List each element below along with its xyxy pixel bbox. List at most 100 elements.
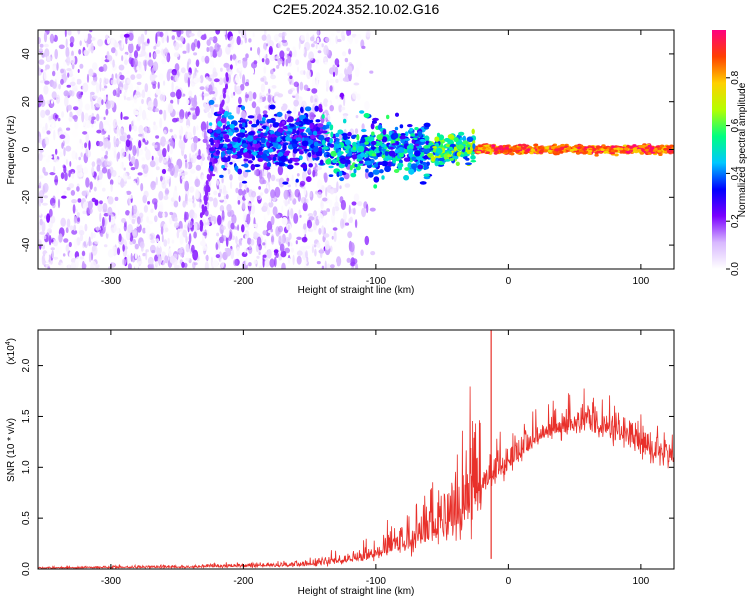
spectrogram-cell	[289, 75, 293, 80]
spectrogram-cell	[46, 55, 52, 62]
spectrogram-cell	[277, 165, 284, 176]
spectrogram-cell	[123, 92, 128, 97]
spectrogram-cell	[334, 58, 340, 66]
spectrogram-cell	[89, 181, 93, 190]
spectrogram-cell	[277, 41, 282, 49]
x-tick-label: 0	[506, 576, 512, 587]
spectrogram-cell	[305, 32, 310, 43]
spectrogram-cell	[163, 195, 169, 201]
spectrogram-cell	[179, 43, 183, 48]
spectrogram-cell	[181, 175, 187, 181]
spectrogram-cell	[55, 114, 59, 119]
spectrogram-cell	[384, 151, 389, 156]
spectrogram-cell	[142, 252, 146, 257]
spectrogram-cell	[268, 156, 272, 161]
spectrogram-cell	[351, 265, 355, 269]
spectrogram-cell	[211, 97, 217, 101]
spectrogram-cell	[69, 161, 72, 167]
spectrogram-cell	[351, 201, 357, 206]
spectrogram-cell	[157, 240, 161, 249]
spectrogram-cell	[284, 247, 291, 254]
spectrogram-cell	[318, 207, 321, 213]
spectrogram-cell	[281, 205, 284, 214]
spectrogram-cell	[315, 119, 321, 123]
spectrogram-cell	[103, 116, 106, 120]
spectrogram-cell	[193, 231, 197, 239]
spectrogram-cell	[108, 214, 111, 223]
spectrogram-cell	[174, 217, 178, 222]
spectrogram-cell	[85, 177, 90, 188]
spectrogram-cell	[183, 171, 188, 175]
snr-multiplier: (x104)	[5, 338, 17, 365]
spectrogram-cell	[64, 95, 69, 107]
spectrogram-cell	[300, 163, 307, 168]
spectrogram-cell	[38, 232, 41, 242]
spectrogram-cell	[466, 149, 472, 155]
spectrogram-cell	[244, 234, 248, 245]
spectrogram-cell	[321, 225, 325, 235]
spectrogram-cell	[316, 261, 321, 265]
spectrogram-cell	[38, 48, 44, 52]
spectrogram-cell	[134, 158, 139, 170]
x-tick-label: 0	[506, 276, 512, 287]
spectrogram-cell	[53, 256, 59, 260]
spectrogram-cell	[285, 135, 290, 142]
spectrogram-cell	[133, 50, 139, 59]
spectrogram-cell	[284, 113, 287, 120]
spectrogram-cell	[103, 94, 107, 103]
spectrogram-cell	[526, 148, 531, 152]
spectrogram-cell	[379, 169, 384, 174]
spectrogram-cell	[132, 231, 137, 236]
spectrogram-cell	[101, 87, 106, 91]
spectrogram-cell	[218, 196, 225, 201]
spectrogram-cell	[194, 178, 201, 188]
spectrogram-cell	[141, 109, 147, 121]
spectrogram-cell	[258, 186, 261, 190]
spectrogram-cell	[352, 141, 357, 147]
spectrogram-cell	[53, 129, 56, 141]
spectrogram-cell	[46, 213, 51, 223]
spectrogram-cell	[290, 208, 294, 219]
spectrogram-cell	[201, 55, 206, 63]
spectrogram-cell	[157, 256, 163, 265]
spectrogram-cell	[39, 43, 44, 48]
spectrogram-cell	[153, 61, 159, 72]
spectrogram-cell	[46, 130, 51, 135]
spectrogram-cell	[457, 144, 465, 151]
spectrogram-cell	[209, 37, 214, 41]
spectrogram-cell	[151, 250, 156, 254]
spectrogram-cell	[55, 245, 59, 255]
spectrogram-cell	[38, 103, 42, 108]
spectrogram-cell	[85, 148, 88, 156]
spectrogram-cell	[169, 217, 173, 225]
spectrogram-cell	[310, 227, 314, 233]
spectrogram-cell	[208, 122, 213, 126]
spectrogram-cell	[327, 142, 331, 147]
spectrogram-cell	[111, 47, 116, 54]
spectrogram-cell	[244, 33, 247, 41]
spectrogram-cell	[82, 82, 89, 93]
spectrogram-cell	[302, 118, 309, 123]
spectrogram-cell	[389, 146, 394, 150]
spectrogram-cell	[219, 106, 223, 113]
spectrogram-cell	[289, 123, 295, 127]
spectrogram-cell	[299, 81, 304, 91]
y-tick-label: 1.0	[21, 460, 32, 474]
spectrogram-cell	[321, 114, 325, 119]
spectrogram-cell	[295, 178, 299, 183]
spectrogram-cell	[166, 151, 169, 162]
spectrogram-cell	[105, 78, 109, 84]
spectrogram-cell	[377, 161, 384, 165]
spectrogram-cell	[111, 147, 118, 151]
spectrogram-cell	[113, 135, 116, 145]
spectrogram-cell	[262, 202, 269, 211]
spectrogram-cell	[169, 145, 173, 155]
spectrogram-cell	[160, 226, 164, 235]
spectrogram-cell	[328, 230, 334, 236]
spectrogram-cell	[337, 38, 342, 43]
spectrogram-cell	[106, 51, 110, 61]
spectrogram-cell	[321, 265, 325, 269]
spectrogram-cell	[346, 30, 352, 37]
spectrogram-cell	[256, 236, 262, 247]
spectrogram-cell	[190, 168, 196, 174]
